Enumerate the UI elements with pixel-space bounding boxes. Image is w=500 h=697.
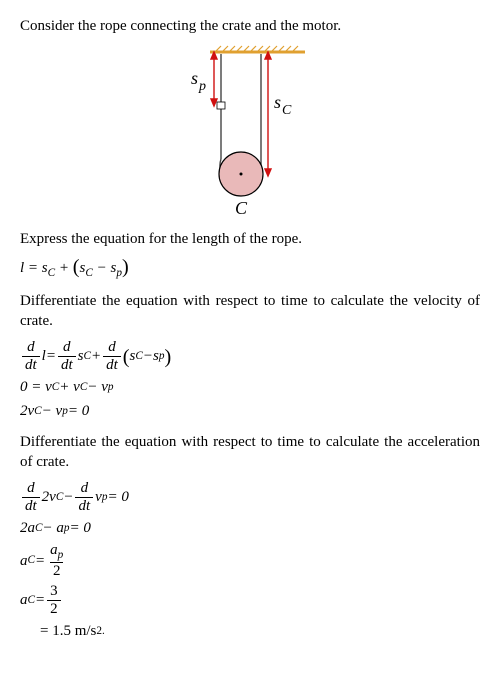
p4: Differentiate the equation with respect … <box>20 432 480 473</box>
eq-diff2: ddt 2vC − ddt vp = 0 2aC − ap = 0 aC = a… <box>20 480 480 641</box>
svg-text:C: C <box>235 198 248 218</box>
p2: Express the equation for the length of t… <box>20 229 480 249</box>
eq1-s2: C <box>85 267 93 279</box>
p3: Differentiate the equation with respect … <box>20 291 480 332</box>
svg-text:p: p <box>198 79 206 94</box>
intro-text: Consider the rope connecting the crate a… <box>20 16 480 36</box>
result-sup: 2. <box>96 624 104 639</box>
eq1-b: + <box>55 260 73 276</box>
svg-text:s: s <box>274 92 281 112</box>
result: = 1.5 m/s <box>40 621 96 641</box>
eq-diff1: ddt l = ddt sC + ddt (sC − sp) 0 = vC + … <box>20 339 480 422</box>
eq1-d: − s <box>93 260 116 276</box>
eq1-a: l = s <box>20 260 48 276</box>
eq-length: l = sC + (sC − sp) <box>20 258 480 281</box>
svg-text:C: C <box>282 103 292 118</box>
pulley-diagram: s p s C C <box>180 44 320 219</box>
svg-text:s: s <box>191 68 198 88</box>
